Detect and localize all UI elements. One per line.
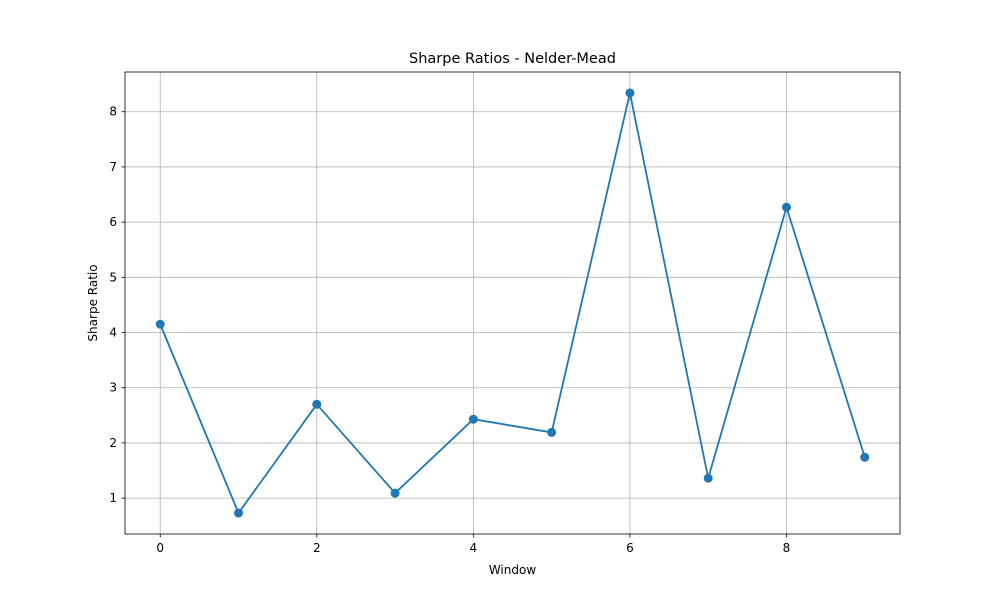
data-point <box>155 319 165 329</box>
plot-area-frame <box>124 71 901 535</box>
y-tick-label: 4 <box>109 326 117 340</box>
x-axis-label: Window <box>489 563 537 577</box>
data-point <box>234 508 244 518</box>
axis-ticks: 0 2 4 6 8 1 2 3 4 5 6 7 8 <box>109 105 790 555</box>
data-point <box>312 399 322 409</box>
grid-lines <box>125 72 900 534</box>
series-layer <box>155 88 870 518</box>
y-tick-label: 6 <box>109 215 117 229</box>
y-tick-label: 5 <box>109 270 117 284</box>
y-tick-label: 7 <box>109 160 117 174</box>
y-axis-label: Sharpe Ratio <box>86 264 100 341</box>
y-tick-label: 8 <box>109 105 117 119</box>
x-tick-label: 2 <box>313 541 321 555</box>
data-point <box>390 488 400 498</box>
data-point <box>625 88 635 98</box>
data-point <box>781 202 791 212</box>
y-tick-label: 2 <box>109 436 117 450</box>
y-tick-label: 1 <box>109 491 117 505</box>
x-tick-label: 8 <box>783 541 791 555</box>
chart-title: Sharpe Ratios - Nelder-Mead <box>409 51 616 67</box>
data-point <box>860 452 870 462</box>
y-tick-label: 3 <box>109 381 117 395</box>
x-tick-label: 4 <box>470 541 478 555</box>
data-point <box>547 427 557 437</box>
x-tick-label: 6 <box>626 541 634 555</box>
x-tick-label: 0 <box>156 541 164 555</box>
series-line <box>159 92 866 514</box>
data-point <box>703 473 713 483</box>
data-point <box>468 414 478 424</box>
